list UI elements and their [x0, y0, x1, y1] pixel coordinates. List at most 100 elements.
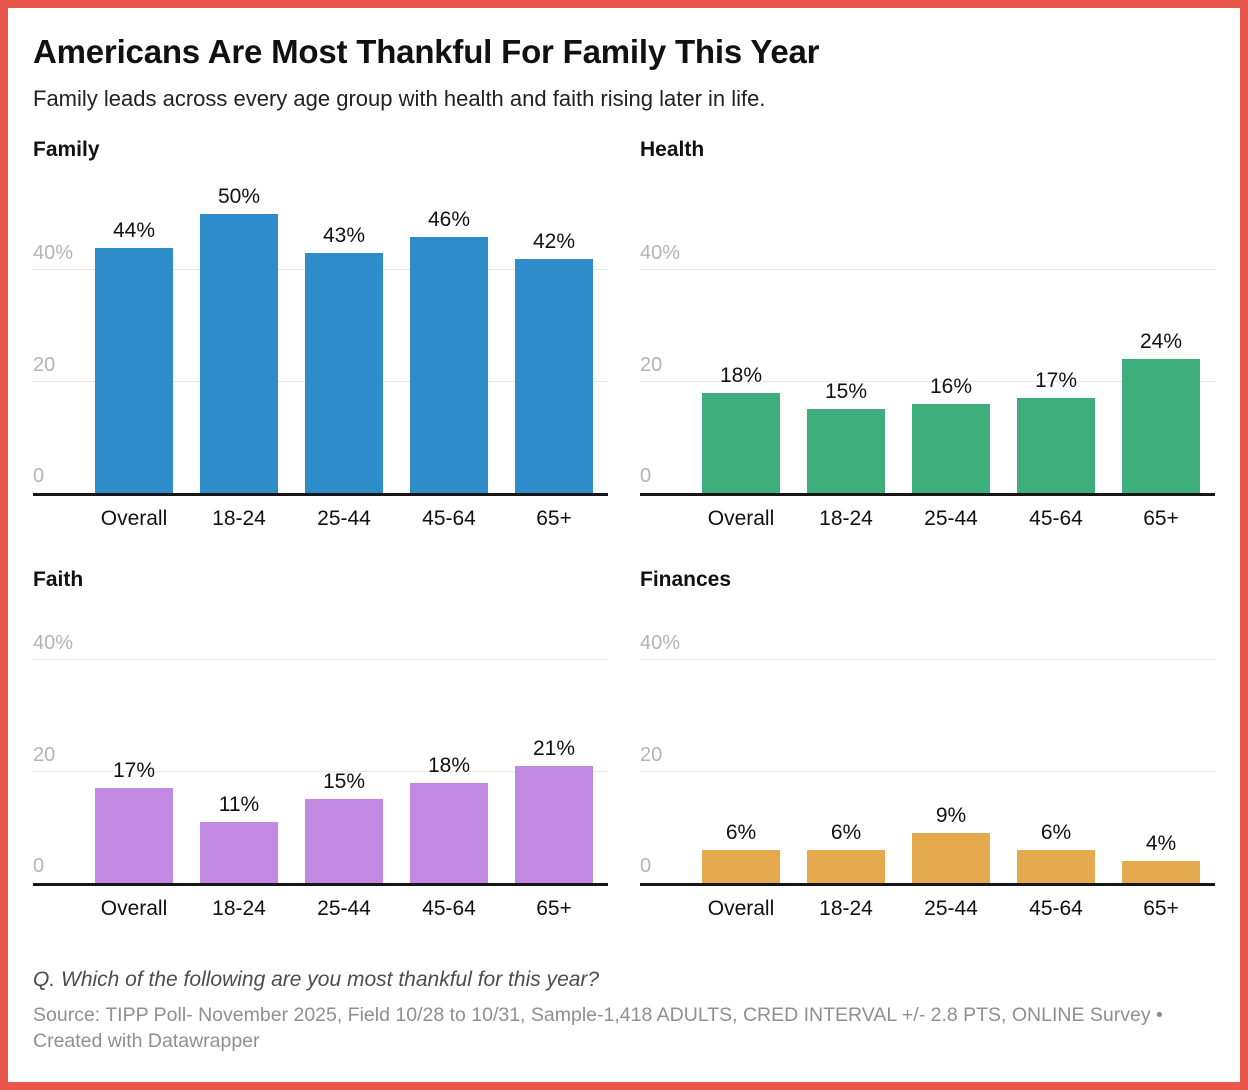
- y-tick-label-0: 0: [33, 465, 45, 487]
- x-tick-label-25-44: 25-44: [317, 897, 371, 920]
- bar-45-64: 6%: [1017, 821, 1095, 883]
- x-tick-label-25-44: 25-44: [924, 507, 978, 530]
- bars-group: 6% 6% 9% 6% 4%: [640, 603, 1215, 883]
- x-tick-label-18-24: 18-24: [819, 897, 873, 920]
- chart-panel-finances: Finances 0 20 40% 6% 6% 9% 6% 4% Overall 18-24 25…: [640, 567, 1215, 921]
- x-tick-label-18-24: 18-24: [212, 507, 266, 530]
- chart-plot-finances: 0 20 40% 6% 6% 9% 6% 4%: [640, 603, 1215, 886]
- y-tick-label-20: 20: [33, 353, 56, 376]
- bars-group: 17% 11% 15% 18% 21%: [33, 603, 608, 883]
- bar-18-24: 6%: [807, 821, 885, 883]
- bar-65-: 42%: [515, 230, 593, 493]
- chart-card-content: Americans Are Most Thankful For Family T…: [8, 32, 1240, 1054]
- chart-title-family: Family: [33, 138, 100, 161]
- y-tick-label-40: 40%: [33, 242, 74, 264]
- y-tick-label-0: 0: [640, 855, 652, 877]
- x-axis-labels-health: Overall 18-24 25-44 45-64 65+: [640, 507, 1215, 531]
- x-axis-labels-finances: Overall 18-24 25-44 45-64 65+: [640, 897, 1215, 921]
- question-note: Q. Which of the following are you most t…: [33, 968, 600, 991]
- y-tick-label-20: 20: [640, 743, 663, 766]
- bar-65-: 21%: [515, 737, 593, 883]
- bar-value-label: 24%: [1139, 330, 1183, 354]
- bar-overall: 44%: [95, 219, 173, 493]
- bar-value-label: 6%: [830, 820, 862, 844]
- bar-value-label: 15%: [824, 380, 868, 404]
- bar-value-label: 11%: [218, 792, 260, 816]
- bar-25-44: 43%: [305, 224, 383, 493]
- x-tick-label-overall: Overall: [707, 507, 775, 530]
- bar-value-label: 43%: [322, 224, 366, 248]
- y-tick-label-0: 0: [640, 465, 652, 487]
- bar-value-label: 21%: [532, 736, 576, 760]
- gridline-40: [640, 659, 1215, 660]
- bar-65-: 4%: [1122, 832, 1200, 883]
- chart-title-faith: Faith: [33, 568, 84, 591]
- bar-value-label: 16%: [929, 374, 973, 398]
- bar-18-24: 50%: [200, 185, 278, 493]
- gridline-40: [640, 269, 1215, 270]
- x-tick-label-45-64: 45-64: [422, 507, 476, 530]
- page-title: Americans Are Most Thankful For Family T…: [33, 33, 820, 70]
- y-tick-label-0: 0: [33, 855, 45, 877]
- y-tick-label-20: 20: [33, 743, 56, 766]
- bar-overall: 6%: [702, 821, 780, 883]
- chart-title-finances: Finances: [640, 568, 732, 591]
- bar-45-64: 46%: [410, 208, 488, 493]
- x-tick-label-45-64: 45-64: [1029, 897, 1083, 920]
- x-tick-label-overall: Overall: [100, 507, 168, 530]
- x-tick-label-65-: 65+: [536, 897, 572, 920]
- bar-25-44: 15%: [305, 770, 383, 883]
- chart-panel-faith: Faith 0 20 40% 17% 11% 15% 18% 21% Overall 18-24…: [33, 567, 608, 921]
- bar-value-label: 46%: [427, 207, 471, 231]
- bar-overall: 17%: [95, 759, 173, 883]
- bar-value-label: 42%: [532, 229, 576, 253]
- x-tick-label-18-24: 18-24: [819, 507, 873, 530]
- x-tick-label-65-: 65+: [1143, 507, 1179, 530]
- bar-value-label: 6%: [1040, 820, 1072, 844]
- chart-plot-family: 0 20 40% 44% 50% 43% 46% 42%: [33, 173, 608, 496]
- bar-45-64: 17%: [1017, 369, 1095, 493]
- chart-panel-family: Family 0 20 40% 44% 50% 43% 46% 42% Overall 18-2…: [33, 137, 608, 531]
- bar-value-label: 18%: [719, 363, 763, 387]
- x-tick-label-45-64: 45-64: [1029, 507, 1083, 530]
- x-tick-label-45-64: 45-64: [422, 897, 476, 920]
- gridline-20: [640, 380, 1215, 382]
- bar-25-44: 9%: [912, 804, 990, 883]
- x-tick-label-overall: Overall: [707, 897, 775, 920]
- bars-group: 44% 50% 43% 46% 42%: [33, 173, 608, 493]
- x-axis-labels-faith: Overall 18-24 25-44 45-64 65+: [33, 897, 608, 921]
- y-tick-label-40: 40%: [33, 632, 74, 654]
- bar-18-24: 15%: [807, 380, 885, 493]
- y-tick-label-40: 40%: [640, 632, 681, 654]
- y-tick-label-20: 20: [640, 353, 663, 376]
- gridline-20: [640, 770, 1215, 772]
- bar-25-44: 16%: [912, 375, 990, 493]
- bar-value-label: 44%: [112, 218, 156, 242]
- x-tick-label-18-24: 18-24: [212, 897, 266, 920]
- x-tick-label-overall: Overall: [100, 897, 168, 920]
- bar-value-label: 18%: [427, 753, 471, 777]
- bar-value-label: 50%: [217, 185, 261, 209]
- x-axis-labels-family: Overall 18-24 25-44 45-64 65+: [33, 507, 608, 531]
- chart-panel-health: Health 0 20 40% 18% 15% 16% 17% 24% Overall 18-2…: [640, 137, 1215, 531]
- charts-grid: Family 0 20 40% 44% 50% 43% 46% 42% Overall 18-2…: [33, 137, 1215, 921]
- bar-value-label: 17%: [1034, 369, 1078, 393]
- bar-value-label: 17%: [112, 759, 156, 783]
- page-subtitle: Family leads across every age group with…: [33, 86, 766, 111]
- bar-value-label: 4%: [1145, 831, 1177, 855]
- x-tick-label-25-44: 25-44: [317, 507, 371, 530]
- chart-title-health: Health: [640, 138, 705, 161]
- bar-value-label: 9%: [935, 803, 967, 827]
- gridline-20: [33, 770, 608, 772]
- bar-value-label: 15%: [322, 770, 366, 794]
- bar-18-24: 11%: [200, 793, 278, 883]
- x-tick-label-25-44: 25-44: [924, 897, 978, 920]
- bars-group: 18% 15% 16% 17% 24%: [640, 173, 1215, 493]
- chart-plot-health: 0 20 40% 18% 15% 16% 17% 24%: [640, 173, 1215, 496]
- x-tick-label-65-: 65+: [1143, 897, 1179, 920]
- bar-overall: 18%: [702, 364, 780, 493]
- bar-65-: 24%: [1122, 330, 1200, 493]
- bar-45-64: 18%: [410, 754, 488, 883]
- source-line: Source: TIPP Poll- November 2025, Field …: [33, 1004, 1163, 1052]
